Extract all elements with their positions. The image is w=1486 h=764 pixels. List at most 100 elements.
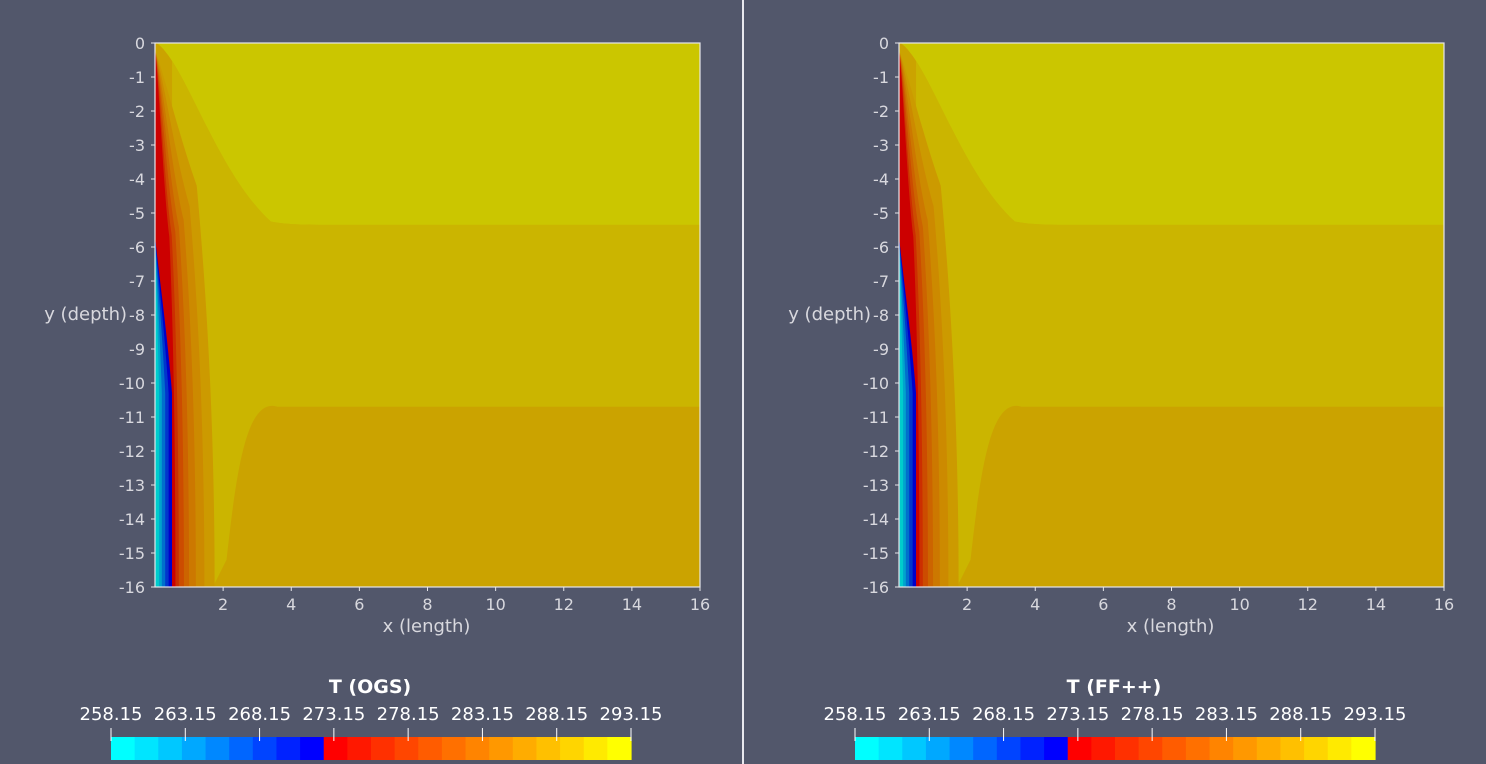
plot-area [898, 42, 1445, 588]
cold-band-4 [899, 236, 904, 588]
x-tick-label: 16 [1434, 595, 1454, 614]
colorbar-swatch [1304, 737, 1329, 760]
colorbar-tick-label: 283.15 [451, 704, 514, 725]
colorbar-swatch [111, 737, 136, 760]
zone-upper [899, 43, 1444, 225]
y-tick-label: -13 [119, 476, 145, 495]
colorbar-tick-label: 278.15 [1121, 704, 1184, 725]
colorbar-swatch [996, 737, 1022, 760]
colorbar-swatch [536, 737, 561, 760]
colorbar-tick-label: 273.15 [1046, 704, 1109, 725]
colorbar-swatch [347, 737, 372, 760]
colorbar-swatch [1091, 737, 1116, 760]
x-tick-label: 6 [1098, 595, 1108, 614]
plot-panel-ffpp: 0 -1 -2 -3 -4 -5 -6 -7 -8 -9 -10 -11 -12 -13 -14 -15 -16… [744, 0, 1486, 764]
colorbar-swatch [1351, 737, 1376, 760]
y-tick-label: -8 [873, 306, 889, 325]
colorbar-swatch [1044, 737, 1069, 760]
x-tick-label: 4 [286, 595, 296, 614]
colorbar [855, 737, 1376, 760]
y-tick-label: -2 [873, 102, 889, 121]
colorbar-swatch [489, 737, 514, 760]
colorbar-swatch [949, 737, 974, 760]
colorbar-title: T (FF++) [1067, 676, 1162, 698]
y-tick-label: -5 [129, 204, 145, 223]
colorbar-swatch [925, 737, 951, 760]
x-tick-label: 10 [1229, 595, 1249, 614]
colorbar-swatch [1067, 737, 1092, 760]
colorbar-swatch [441, 737, 467, 760]
y-tick-label: -11 [863, 408, 889, 427]
colorbar-tick-label: 293.15 [1344, 704, 1407, 725]
y-tick-label: -3 [873, 136, 889, 155]
colorbar-swatch [465, 737, 490, 760]
colorbar-tick-label: 263.15 [898, 704, 961, 725]
colorbar-tick-label: 293.15 [600, 704, 663, 725]
y-tick-label: -1 [873, 68, 889, 87]
y-tick-label: -12 [863, 442, 889, 461]
colorbar-swatch [512, 737, 538, 760]
x-tick-label: 14 [622, 595, 642, 614]
y-tick-label: -11 [119, 408, 145, 427]
colorbar-swatch [1138, 737, 1163, 760]
colorbar-swatch [371, 737, 396, 760]
panel-divider [742, 0, 744, 764]
x-tick-label: 6 [354, 595, 364, 614]
zone-middle [156, 43, 700, 587]
zone-upper [155, 43, 700, 225]
colorbar-swatch [229, 737, 254, 760]
colorbar-swatch [902, 737, 927, 760]
colorbar-tick-label: 288.15 [1269, 704, 1332, 725]
y-tick-label: -15 [863, 544, 889, 563]
colorbar-swatch [252, 737, 278, 760]
colorbar-tick-label: 268.15 [972, 704, 1035, 725]
colorbar-swatch [1209, 737, 1234, 760]
colorbar-tick-label: 258.15 [80, 704, 143, 725]
y-axis-label: y (depth) [788, 304, 871, 325]
x-axis-label: x (length) [383, 616, 471, 637]
y-tick-label: -9 [873, 340, 889, 359]
colorbar-swatch [1185, 737, 1211, 760]
colorbar-swatch [418, 737, 443, 760]
y-tick-label: -1 [129, 68, 145, 87]
colorbar-swatch [607, 737, 632, 760]
y-tick-label: 0 [135, 34, 145, 53]
colorbar-tick-label: 278.15 [377, 704, 440, 725]
colorbar-swatch [1020, 737, 1045, 760]
x-tick-label: 14 [1366, 595, 1386, 614]
colorbar-swatch [276, 737, 301, 760]
colorbar-tick-label: 273.15 [302, 704, 365, 725]
colorbar-swatch [973, 737, 998, 760]
x-tick-label: 8 [422, 595, 432, 614]
colorbar-swatch [300, 737, 325, 760]
x-axis-label: x (length) [1127, 616, 1215, 637]
y-tick-label: -16 [119, 578, 145, 597]
y-tick-label: -14 [863, 510, 889, 529]
cold-band-4 [155, 236, 160, 588]
colorbar-tick-label: 258.15 [824, 704, 887, 725]
y-tick-label: -12 [119, 442, 145, 461]
temperature-plot-ffpp: 0 -1 -2 -3 -4 -5 -6 -7 -8 -9 -10 -11 -12 -13 -14 -15 -16… [788, 34, 1454, 760]
colorbar-tick-label: 268.15 [228, 704, 291, 725]
colorbar-swatch [394, 737, 419, 760]
colorbar-tick-label: 263.15 [154, 704, 217, 725]
colorbar-swatch [1327, 737, 1352, 760]
x-tick-label: 8 [1166, 595, 1176, 614]
colorbar-swatch [560, 737, 585, 760]
colorbar-tick-label: 283.15 [1195, 704, 1258, 725]
y-axis-label: y (depth) [44, 304, 127, 325]
x-tick-label: 16 [690, 595, 710, 614]
y-tick-label: -7 [873, 272, 889, 291]
zone-middle [900, 43, 1444, 587]
y-tick-label: -6 [873, 238, 889, 257]
x-tick-label: 12 [554, 595, 574, 614]
plot-area [154, 42, 701, 588]
y-tick-label: -6 [129, 238, 145, 257]
colorbar-swatch [583, 737, 608, 760]
colorbar-swatch [855, 737, 880, 760]
y-tick-label: -9 [129, 340, 145, 359]
colorbar-swatch [878, 737, 903, 760]
temperature-plot-ogs: 0 -1 -2 -3 -4 -5 -6 -7 -8 -9 -10 -11 -12 -13 -14 -15 -16… [44, 34, 710, 760]
colorbar-swatch [158, 737, 183, 760]
y-tick-label: -16 [863, 578, 889, 597]
